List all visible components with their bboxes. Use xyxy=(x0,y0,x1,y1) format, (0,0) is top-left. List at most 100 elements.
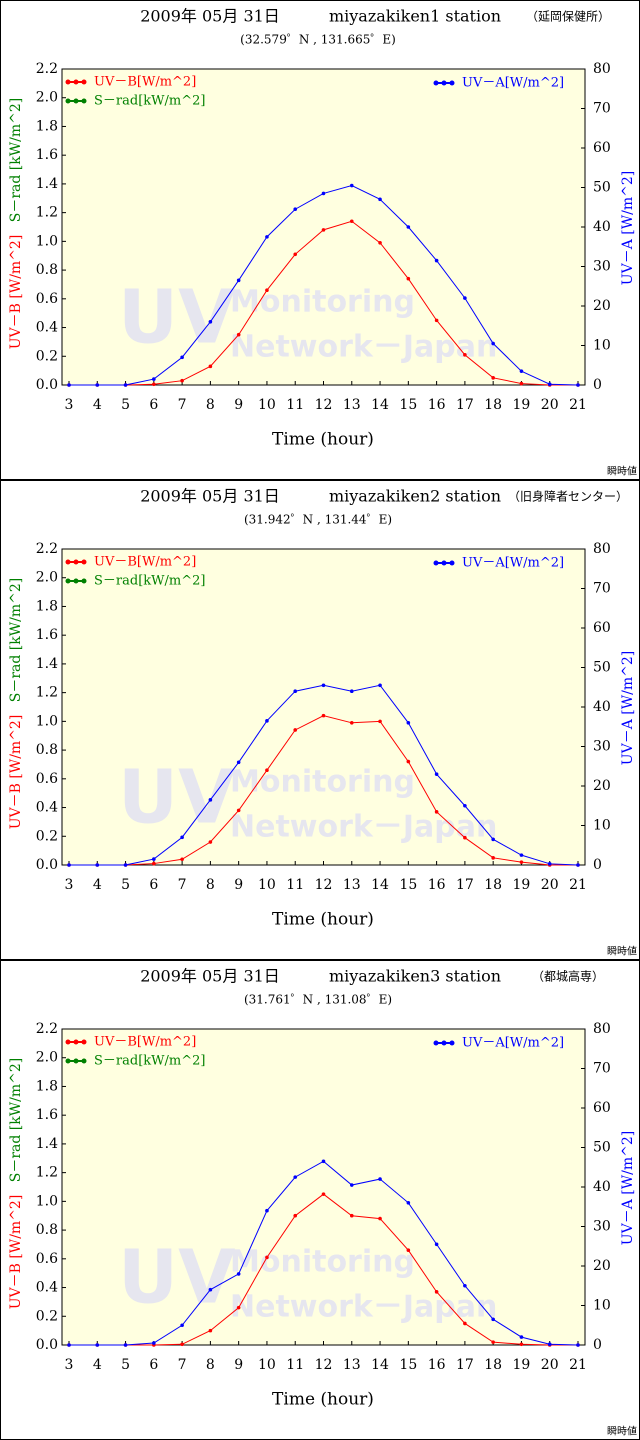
x-tick-label: 11 xyxy=(286,1357,304,1373)
y2-tick-label: 50 xyxy=(593,660,611,676)
data-point xyxy=(321,1192,326,1196)
chart-subtitle: (31.942゜N , 131.44゜E) xyxy=(244,513,392,527)
data-point xyxy=(378,683,382,688)
data-point xyxy=(265,235,269,239)
x-tick-label: 9 xyxy=(234,397,243,413)
data-point xyxy=(67,863,71,867)
data-point xyxy=(547,382,552,387)
data-point xyxy=(491,376,495,380)
y2-tick-label: 60 xyxy=(593,620,611,636)
x-tick-label: 13 xyxy=(343,397,361,413)
y-axis-label-secondary: S－rad [kW/m^2] xyxy=(8,578,24,702)
data-point xyxy=(519,1342,524,1347)
y2-axis-label: UV－A [W/m^2] xyxy=(620,651,636,765)
data-point xyxy=(491,1317,495,1322)
data-point xyxy=(463,296,467,300)
data-point xyxy=(406,721,411,725)
watermark: Network－Japan xyxy=(230,1290,497,1325)
x-tick-label: 8 xyxy=(206,1357,215,1373)
y2-axis-label: UV－A [W/m^2] xyxy=(620,1131,636,1245)
x-tick-label: 21 xyxy=(569,877,587,893)
data-point xyxy=(236,1305,241,1310)
data-point xyxy=(434,258,439,263)
x-tick-label: 16 xyxy=(428,877,446,893)
watermark: Network－Japan xyxy=(230,810,497,845)
data-point xyxy=(265,1208,269,1213)
y-tick-label: 1.2 xyxy=(36,1165,58,1181)
x-tick-label: 16 xyxy=(428,1357,446,1373)
x-tick-label: 3 xyxy=(65,1357,74,1373)
data-point xyxy=(293,207,298,212)
data-point xyxy=(265,288,269,293)
x-tick-label: 14 xyxy=(371,1357,389,1373)
x-tick-label: 14 xyxy=(371,877,389,893)
x-axis-label: Time (hour) xyxy=(272,1390,374,1410)
y-tick-label: 0.6 xyxy=(36,291,58,307)
data-point xyxy=(519,369,524,373)
y2-tick-label: 50 xyxy=(593,180,611,196)
x-tick-label: 6 xyxy=(149,397,158,413)
x-tick-label: 20 xyxy=(541,877,559,893)
data-point xyxy=(180,835,184,840)
y-tick-label: 1.6 xyxy=(36,627,58,643)
y-tick-label: 1.0 xyxy=(36,233,58,249)
data-point xyxy=(236,1272,241,1276)
data-point xyxy=(236,808,241,813)
x-tick-label: 20 xyxy=(541,397,559,413)
watermark: UV xyxy=(118,755,235,841)
data-point xyxy=(463,353,467,357)
data-point xyxy=(519,853,524,857)
plot-area xyxy=(61,68,586,386)
legend-label: S－rad[kW/m^2] xyxy=(94,1054,205,1069)
data-point xyxy=(95,863,100,867)
data-point xyxy=(349,183,354,188)
y2-tick-label: 10 xyxy=(593,1298,611,1314)
data-point xyxy=(349,1213,354,1218)
station-location: （旧身障者センター） xyxy=(508,489,628,504)
legend-label: UV－B[W/m^2] xyxy=(94,555,196,570)
y2-tick-label: 40 xyxy=(593,219,611,235)
y-tick-label: 1.2 xyxy=(36,205,58,221)
x-tick-label: 12 xyxy=(315,397,333,413)
chart-title: 2009年 05月 31日 xyxy=(140,967,280,986)
station-name: miyazakiken2 station xyxy=(329,487,501,506)
data-point xyxy=(152,382,156,387)
data-point xyxy=(406,759,411,764)
legend-label: S－rad[kW/m^2] xyxy=(94,94,205,109)
x-tick-label: 4 xyxy=(93,1357,102,1373)
data-point xyxy=(293,728,298,732)
watermark: UV xyxy=(118,1235,235,1321)
data-point xyxy=(463,803,467,808)
x-tick-label: 17 xyxy=(456,397,474,413)
x-tick-label: 13 xyxy=(343,1357,361,1373)
y-tick-label: 1.0 xyxy=(36,713,58,729)
legend-label: UV－B[W/m^2] xyxy=(94,1035,196,1050)
x-tick-label: 7 xyxy=(178,1357,187,1373)
y-tick-label: 1.6 xyxy=(36,147,58,163)
x-tick-label: 7 xyxy=(178,877,187,893)
data-point xyxy=(265,1255,269,1260)
y-tick-label: 1.8 xyxy=(36,1078,58,1094)
y-tick-label: 2.2 xyxy=(36,61,58,77)
y2-tick-label: 60 xyxy=(593,1100,611,1116)
data-point xyxy=(519,381,524,386)
y2-tick-label: 30 xyxy=(593,259,611,275)
x-tick-label: 4 xyxy=(93,397,102,413)
y-tick-label: 2.2 xyxy=(36,541,58,557)
data-point xyxy=(463,1321,467,1326)
data-point xyxy=(152,377,156,381)
watermark: UV xyxy=(118,275,235,361)
x-tick-label: 15 xyxy=(399,877,417,893)
x-tick-label: 9 xyxy=(234,1357,243,1373)
y-tick-label: 0.8 xyxy=(36,1222,58,1238)
y2-tick-label: 70 xyxy=(593,1061,611,1077)
x-tick-label: 10 xyxy=(258,397,276,413)
y2-tick-label: 20 xyxy=(593,298,611,314)
y-tick-label: 1.8 xyxy=(36,118,58,134)
data-point xyxy=(123,383,128,387)
y-tick-label: 2.2 xyxy=(36,1021,58,1037)
x-tick-label: 16 xyxy=(428,397,446,413)
y2-tick-label: 10 xyxy=(593,818,611,834)
